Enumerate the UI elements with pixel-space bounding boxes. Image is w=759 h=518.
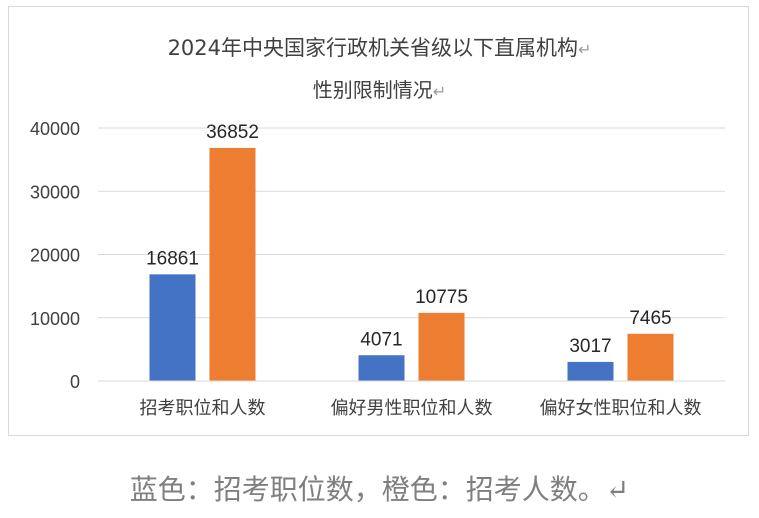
chart-title: 2024年中央国家行政机关省级以下直属机构↵ [167,36,592,60]
chart-subtitle: 性别限制情况↵ [312,78,447,102]
data-label: 4071 [360,329,402,350]
caption: 蓝色：招考职位数，橙色：招考人数。↵ [129,473,630,506]
y-tick-label: 40000 [30,119,80,139]
return-mark-icon: ↵ [578,40,592,59]
return-mark-icon: ↵ [605,473,630,506]
x-category-label: 偏好男性职位和人数 [331,398,493,419]
y-tick-label: 0 [70,372,80,392]
data-label: 16861 [146,248,199,269]
bar [418,312,465,381]
y-tick-label: 30000 [30,182,80,202]
bar [209,147,256,381]
bar [358,355,405,381]
bar [149,274,196,381]
data-label: 3017 [569,336,611,357]
bar [567,361,614,381]
x-category-label: 招考职位和人数 [140,398,266,419]
data-label: 36852 [206,122,259,143]
data-label: 10775 [415,287,468,308]
return-mark-icon: ↵ [432,82,447,101]
x-category-label: 偏好女性职位和人数 [540,398,702,419]
y-tick-label: 20000 [30,246,80,266]
bar [627,333,674,381]
y-tick-label: 10000 [30,309,80,329]
data-label: 7465 [629,308,671,329]
